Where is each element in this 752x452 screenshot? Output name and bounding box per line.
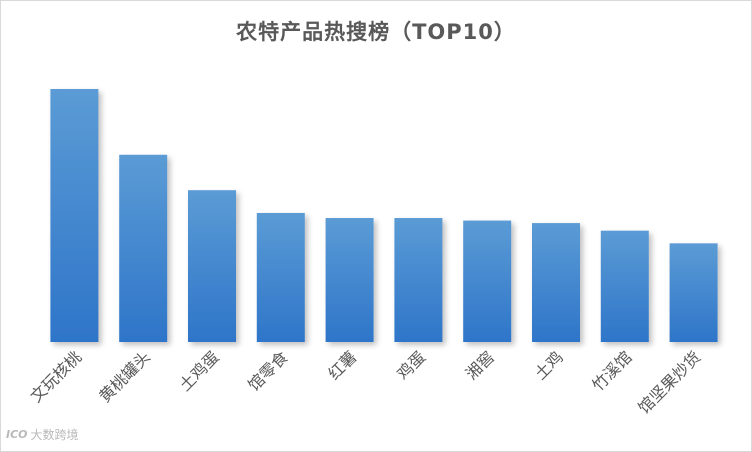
bar-鸡蛋 — [394, 218, 443, 342]
bar-土鸡蛋 — [188, 190, 236, 342]
bar-红薯 — [325, 218, 374, 342]
bar-文玩核桃 — [50, 89, 99, 342]
bar-馆零食 — [256, 212, 305, 342]
x-tick-label: 红薯 — [324, 347, 360, 383]
watermark: ICO 大数跨境 — [6, 426, 79, 443]
watermark-logo: ICO — [6, 428, 28, 441]
x-tick-label: 湘窖 — [462, 347, 498, 383]
bar-竹溪馆 — [600, 230, 649, 342]
x-tick-label: 黄桃罐头 — [95, 347, 154, 406]
x-tick-label: 馆坚果炒货 — [634, 347, 704, 417]
x-tick-label: 土鸡 — [531, 347, 567, 383]
bar-黄桃罐头 — [119, 154, 168, 342]
bars-group — [50, 89, 718, 342]
bar-湘窖 — [463, 220, 512, 342]
x-tick-label: 土鸡蛋 — [175, 347, 222, 394]
watermark-text: 大数跨境 — [30, 428, 79, 442]
chart-title: 农特产品热搜榜（TOP10） — [236, 20, 516, 44]
x-tick-label: 馆零食 — [244, 347, 291, 394]
x-tick-label: 竹溪馆 — [588, 347, 635, 394]
x-tick-label: 鸡蛋 — [393, 347, 429, 383]
bar-土鸡 — [532, 223, 580, 342]
x-tick-label: 文玩核桃 — [27, 347, 86, 406]
bar-馆坚果炒货 — [669, 243, 718, 342]
